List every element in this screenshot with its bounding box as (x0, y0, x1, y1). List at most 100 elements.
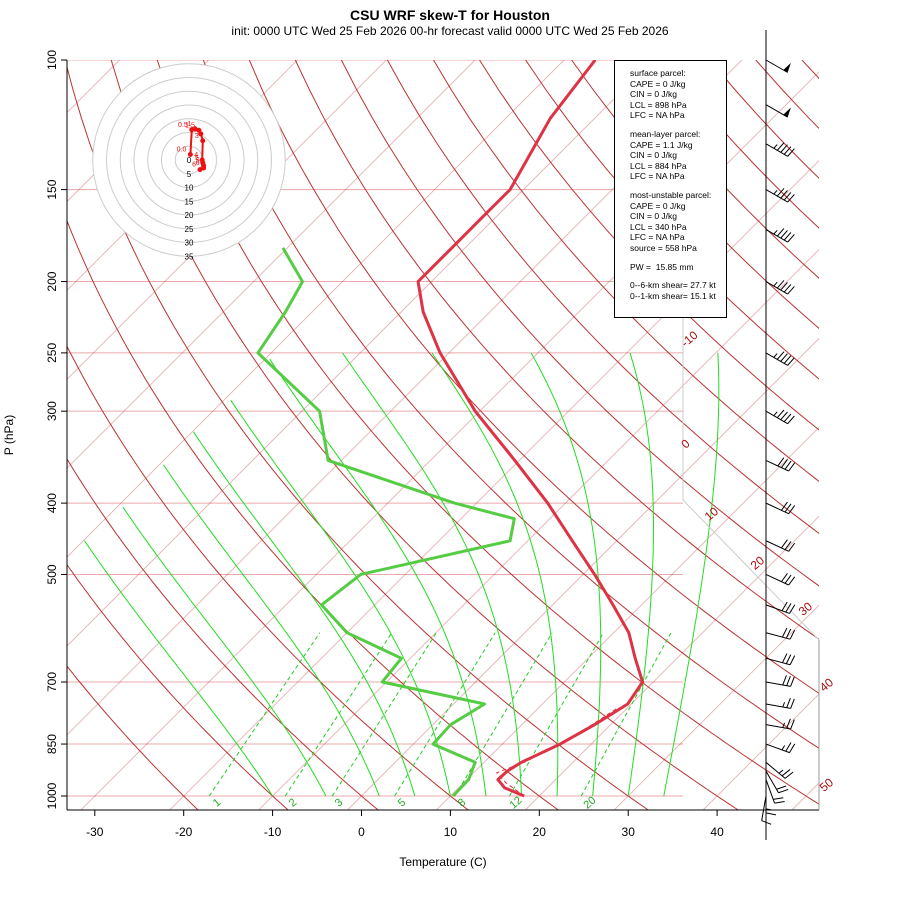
isotherm-line (67, 60, 654, 647)
x-tick-label: -10 (264, 825, 282, 839)
wind-barb (765, 653, 796, 666)
x-tick-label: -20 (175, 825, 193, 839)
hodograph-point-label: 1 (187, 121, 191, 128)
ml-lcl: LCL = 884 hPa (630, 160, 687, 171)
x-tick-label: 10 (444, 825, 458, 839)
y-tick-label: 150 (45, 179, 59, 199)
wind-barb (765, 627, 796, 640)
wind-barb (765, 228, 795, 243)
isotherm-line (435, 426, 819, 810)
isotherm-line (524, 515, 819, 810)
surface-parcel-header: surface parcel: (630, 68, 686, 78)
hodograph-point-label: 6 (196, 160, 200, 167)
dry-adiabat-line (848, 60, 900, 812)
wind-barb (765, 280, 795, 295)
hodograph-ring-label: 20 (185, 211, 194, 220)
wind-barb (765, 573, 796, 586)
hodograph-point-label: 0.5 (178, 122, 188, 129)
hodograph-ring (119, 90, 259, 230)
hodograph-point-label: 1.5 (185, 122, 195, 129)
isotherm-line (613, 604, 819, 810)
wind-barb (765, 457, 796, 472)
wind-barbs (761, 30, 796, 840)
hodograph-ring-label: 0 (187, 156, 192, 165)
surface-cin: CIN = 0 J/kg (630, 89, 678, 100)
chart-subtitle: init: 0000 UTC Wed 25 Feb 2026 00-hr for… (231, 24, 669, 38)
shear-0-1km: 0--1-km shear= 15.1 kt (630, 290, 716, 301)
y-tick-label: 400 (45, 493, 59, 513)
mixing-ratio-label: 12 (507, 794, 524, 811)
hodograph-ring (92, 63, 286, 257)
hodograph-ring-label: 5 (187, 170, 192, 179)
hodograph-point-label: 5 (195, 155, 199, 162)
isotherm-label: 50 (817, 775, 836, 795)
hodograph-point (200, 138, 206, 144)
temperature-line (416, 60, 645, 798)
dry-adiabat-line (479, 60, 819, 431)
mixing-ratio-label: 8 (456, 796, 468, 809)
wind-barb (765, 409, 795, 425)
isotherm-line (0, 0, 13, 812)
hodograph-point-label: 2 (193, 126, 197, 133)
y-tick-label: 250 (45, 343, 59, 363)
mixing-ratio-lines (208, 632, 672, 797)
moist-adiabat-lines (84, 352, 720, 797)
temperature-profile (416, 60, 645, 798)
mixing-ratio-label: 20 (581, 794, 598, 811)
ml-cape: CAPE = 1.1 J/kg (630, 139, 693, 150)
wind-barb (765, 601, 796, 614)
x-axis-label: Temperature (C) (399, 855, 486, 869)
precipitable-water: PW = 15.85 mm (630, 261, 694, 272)
hodograph-ring (106, 77, 272, 243)
wind-barb (765, 779, 785, 804)
isotherm-label: -10 (678, 328, 701, 350)
y-tick-label: 300 (45, 401, 59, 421)
moist-adiabat-line (530, 352, 602, 797)
moist-adiabat-line (663, 352, 720, 797)
wind-barb (765, 770, 789, 794)
dry-adiabat-line (248, 60, 819, 694)
isobar-lines (67, 60, 683, 797)
hodograph-ring (133, 104, 245, 216)
surface-cape: CAPE = 0 J/kg (630, 78, 686, 89)
hodograph-background (93, 64, 285, 256)
dry-adiabat-line (110, 60, 740, 810)
moist-adiabat-line (341, 352, 522, 796)
shear-0-6km: 0--6-km shear= 27.7 kt (630, 280, 716, 291)
dry-adiabat-line (709, 60, 819, 179)
wind-barb (765, 59, 791, 73)
dry-adiabat-line (67, 665, 199, 810)
wind-barb (765, 718, 795, 730)
wind-barb (765, 539, 796, 552)
isotherm-line (702, 693, 819, 810)
mixing-ratio-label: 1 (211, 796, 223, 809)
wind-barb (765, 104, 791, 118)
y-tick-label: 850 (45, 734, 59, 754)
dry-adiabat-line (386, 60, 819, 535)
hodograph-ring (161, 132, 217, 188)
y-axis-label: P (hPa) (2, 415, 16, 455)
dry-adiabat-line (525, 60, 819, 380)
dry-adiabat-line (156, 60, 819, 805)
hodograph-point-label: 5 (196, 158, 200, 165)
moist-adiabat-line (431, 352, 559, 796)
isotherm-label: 40 (817, 675, 836, 695)
dewpoint-profile (256, 247, 516, 798)
isotherm-line (80, 71, 819, 810)
mixing-ratio-label: 3 (333, 796, 345, 809)
parcel-info-box: surface parcel: CAPE = 0 J/kg CIN = 0 J/… (614, 60, 727, 318)
dewpoint-line (256, 247, 516, 798)
isotherm-line (257, 248, 819, 810)
x-tick-label: 0 (358, 825, 365, 839)
mu-cin: CIN = 0 J/kg (630, 211, 678, 222)
hodograph-point-label: 0.0 (177, 147, 187, 154)
mixing-ratio-line (509, 632, 604, 797)
y-tick-label: 200 (45, 271, 59, 291)
hodograph-ring-label: 25 (185, 225, 194, 234)
hodograph-point (187, 152, 193, 157)
wind-barb (765, 787, 777, 816)
moist-adiabat-line (192, 431, 416, 797)
y-tick-label: 1000 (45, 782, 59, 809)
